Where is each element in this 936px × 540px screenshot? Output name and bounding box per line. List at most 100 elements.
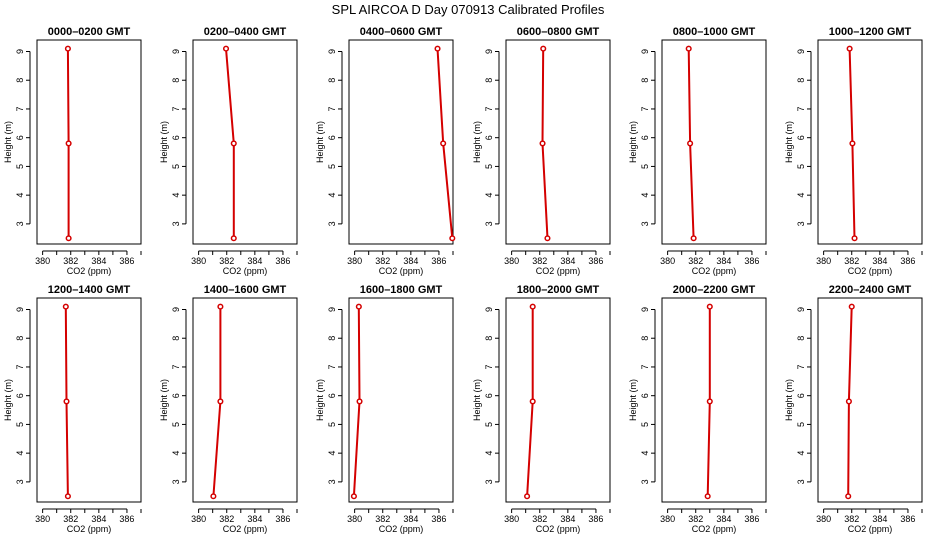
y-tick-label: 9: [640, 307, 650, 312]
y-tick-label: 6: [171, 393, 181, 398]
y-tick-label: 9: [15, 307, 25, 312]
x-axis-label: CO2 (ppm): [223, 524, 268, 534]
data-point: [449, 235, 456, 242]
y-tick-label: 7: [640, 364, 650, 369]
y-tick-label: 9: [327, 307, 337, 312]
plot-frame: [192, 297, 298, 503]
y-tick-label: 4: [327, 451, 337, 456]
y-tick-label: 3: [640, 479, 650, 484]
y-tick-label: 8: [484, 336, 494, 341]
y-tick-label: 7: [15, 364, 25, 369]
x-tick-label: 382: [688, 256, 703, 266]
profile-panel: 1200–1400 GMT 380 382 384 386 CO2 (ppm) 3 4 5 6 7 8…: [3, 284, 142, 534]
y-tick-label: 8: [15, 78, 25, 83]
y-tick-label: 8: [796, 336, 806, 341]
panel-title: 1000–1200 GMT: [829, 26, 912, 38]
y-axis-label: Height (m): [315, 379, 325, 421]
y-tick-label: 3: [484, 221, 494, 226]
y-tick-label: 6: [640, 135, 650, 140]
y-axis-label: Height (m): [784, 121, 794, 163]
y-tick-label: 8: [484, 78, 494, 83]
y-tick-label: 9: [15, 49, 25, 54]
x-tick-label: 380: [816, 256, 831, 266]
y-tick-label: 9: [484, 307, 494, 312]
profile-panel: 1600–1800 GMT 380 382 384 386 CO2 (ppm) 3 4 5 6 7 8…: [315, 284, 454, 534]
profile-panel: 1000–1200 GMT 380 382 384 386 CO2 (ppm) 3 4 5 6 7 8…: [784, 26, 923, 276]
data-point: [687, 140, 694, 147]
y-tick-label: 3: [327, 221, 337, 226]
y-tick-label: 6: [484, 393, 494, 398]
y-tick-label: 5: [327, 164, 337, 169]
y-tick-label: 4: [171, 193, 181, 198]
x-tick-label: 384: [403, 256, 418, 266]
profile-panel: 1400–1600 GMT 380 382 384 386 CO2 (ppm) 3 4 5 6 7 8…: [159, 284, 298, 534]
data-point: [210, 493, 217, 500]
x-tick-label: 386: [119, 514, 134, 524]
data-point: [690, 235, 697, 242]
x-axis-label: CO2 (ppm): [692, 524, 737, 534]
y-axis-label: Height (m): [3, 379, 13, 421]
panel-title: 2200–2400 GMT: [829, 284, 912, 296]
x-tick-label: 380: [191, 514, 206, 524]
x-tick-label: 386: [431, 514, 446, 524]
plot-frame: [661, 297, 767, 503]
panel-title: 1200–1400 GMT: [48, 284, 131, 296]
profile-panel: 0400–0600 GMT 380 382 384 386 CO2 (ppm) 3 4 5 6 7 8…: [315, 26, 456, 276]
data-point: [706, 303, 713, 310]
x-axis-label: CO2 (ppm): [692, 266, 737, 276]
data-point: [704, 493, 711, 500]
y-tick-label: 4: [484, 193, 494, 198]
x-tick-label: 386: [900, 256, 915, 266]
plot-frame: [505, 39, 611, 245]
data-point: [845, 493, 852, 500]
profile-panel: 0800–1000 GMT 380 382 384 386 CO2 (ppm) 3 4 5 6 7 8…: [628, 26, 767, 276]
y-tick-label: 9: [484, 49, 494, 54]
panel-title: 0600–0800 GMT: [517, 26, 600, 38]
panel-title: 1400–1600 GMT: [204, 284, 287, 296]
x-tick-label: 380: [816, 514, 831, 524]
panel-title: 0800–1000 GMT: [673, 26, 756, 38]
profile-panel: 0000–0200 GMT 380 382 384 386 CO2 (ppm) 3 4 5 6 7 8…: [3, 26, 142, 276]
x-tick-label: 382: [63, 256, 78, 266]
x-tick-label: 384: [247, 514, 262, 524]
y-tick-label: 3: [640, 221, 650, 226]
x-tick-label: 380: [35, 256, 50, 266]
x-tick-label: 380: [191, 256, 206, 266]
data-point: [440, 140, 447, 147]
y-tick-label: 8: [796, 78, 806, 83]
data-point: [356, 398, 363, 405]
y-axis-label: Height (m): [159, 379, 169, 421]
panel-title: 0000–0200 GMT: [48, 26, 131, 38]
y-tick-label: 5: [171, 422, 181, 427]
profile-panel: 0600–0800 GMT 380 382 384 386 CO2 (ppm) 3 4 5 6 7 8…: [472, 26, 611, 276]
y-tick-label: 9: [640, 49, 650, 54]
data-point: [64, 45, 71, 52]
data-point: [685, 45, 692, 52]
data-point: [63, 398, 70, 405]
y-tick-label: 7: [15, 106, 25, 111]
x-axis-label: CO2 (ppm): [223, 266, 268, 276]
y-tick-label: 9: [796, 49, 806, 54]
x-tick-label: 382: [219, 256, 234, 266]
y-tick-label: 5: [171, 164, 181, 169]
y-tick-label: 8: [171, 336, 181, 341]
plot-frame: [36, 297, 142, 503]
y-axis-label: Height (m): [3, 121, 13, 163]
x-tick-label: 382: [844, 256, 859, 266]
data-point: [62, 303, 69, 310]
data-point: [845, 398, 852, 405]
y-tick-label: 5: [15, 164, 25, 169]
plot-frame: [817, 39, 923, 245]
x-tick-label: 380: [347, 256, 362, 266]
data-point: [851, 235, 858, 242]
x-tick-label: 386: [275, 514, 290, 524]
y-tick-label: 3: [327, 479, 337, 484]
plot-frame: [505, 297, 611, 503]
y-tick-label: 7: [327, 364, 337, 369]
panel-title: 1600–1800 GMT: [360, 284, 443, 296]
x-tick-label: 382: [532, 256, 547, 266]
data-point: [706, 398, 713, 405]
x-tick-label: 384: [247, 256, 262, 266]
plot-frame: [348, 297, 454, 503]
